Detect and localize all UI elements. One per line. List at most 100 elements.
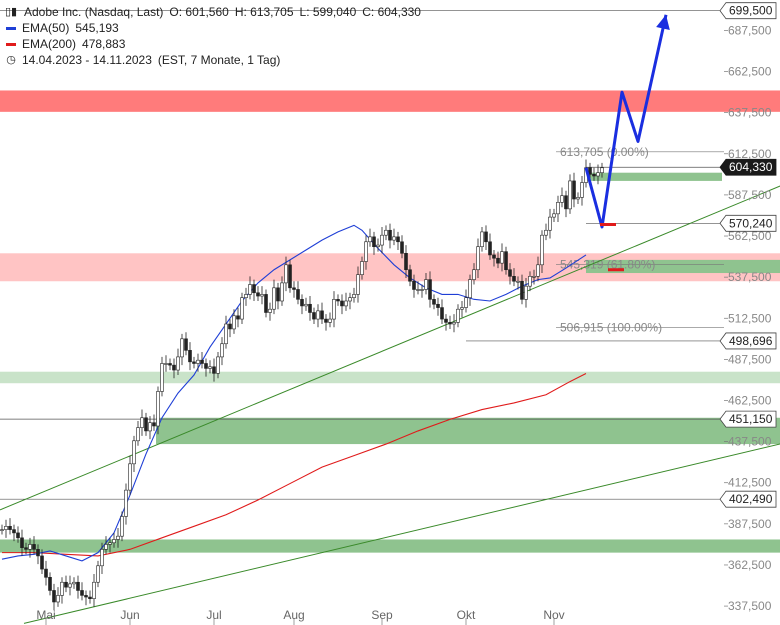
candle-body bbox=[24, 547, 28, 550]
candle bbox=[236, 307, 240, 328]
trendline-1 bbox=[23, 443, 780, 624]
candle bbox=[380, 226, 384, 254]
candle bbox=[200, 351, 204, 369]
fib-label-0: 613,705 (0.00%) bbox=[560, 145, 649, 159]
fib-label-1: 545,319 (61.80%) bbox=[560, 257, 655, 271]
candle-body bbox=[500, 251, 504, 264]
ema50-label: EMA(50) bbox=[22, 21, 70, 35]
candle-body bbox=[384, 229, 388, 236]
candle bbox=[76, 575, 80, 599]
candle-body bbox=[184, 338, 188, 351]
candle-body bbox=[136, 427, 140, 442]
candle bbox=[540, 230, 544, 274]
candle bbox=[392, 228, 396, 246]
candle-body bbox=[440, 307, 444, 320]
candle bbox=[256, 286, 260, 301]
candle-body bbox=[236, 315, 240, 320]
zone-support-5 bbox=[156, 417, 780, 445]
price-label-4: 451,150 bbox=[729, 412, 773, 426]
candle bbox=[248, 276, 252, 300]
candle bbox=[296, 281, 300, 305]
candle-body bbox=[460, 307, 464, 310]
candle bbox=[240, 292, 244, 325]
candle bbox=[164, 355, 168, 372]
candle bbox=[148, 416, 152, 440]
candle bbox=[460, 300, 464, 318]
candle bbox=[396, 231, 400, 250]
candle bbox=[432, 294, 436, 310]
x-tick-label: Aug bbox=[283, 608, 304, 622]
candle bbox=[304, 297, 308, 311]
candle bbox=[132, 435, 136, 473]
candle bbox=[28, 537, 32, 558]
candle-body bbox=[508, 269, 512, 277]
candle-body bbox=[204, 363, 208, 369]
candle bbox=[556, 195, 560, 223]
candle bbox=[232, 309, 236, 334]
candle-body bbox=[572, 180, 576, 200]
candle-body bbox=[148, 422, 152, 432]
candle bbox=[4, 519, 8, 538]
candle-body bbox=[592, 174, 596, 177]
price-label-2: 570,240 bbox=[729, 216, 773, 230]
candle-body bbox=[444, 318, 448, 323]
candle-body bbox=[220, 343, 224, 358]
candle-body bbox=[12, 529, 16, 534]
candle bbox=[44, 560, 48, 586]
candle bbox=[444, 314, 448, 331]
candle-body bbox=[252, 284, 256, 294]
legend-open: O: 601,560 bbox=[169, 5, 229, 19]
candle-body bbox=[88, 596, 92, 599]
candle-body bbox=[92, 581, 96, 599]
candle-body bbox=[524, 285, 528, 300]
candle-body bbox=[480, 231, 484, 248]
x-tick-label: Sep bbox=[371, 608, 393, 622]
candle-body bbox=[328, 318, 332, 323]
candle-body bbox=[40, 555, 44, 570]
zone-support-light-4 bbox=[0, 371, 780, 384]
candle bbox=[564, 190, 568, 218]
candle bbox=[408, 264, 412, 287]
candle bbox=[536, 256, 540, 282]
candle bbox=[512, 268, 516, 287]
candle-body bbox=[260, 294, 264, 297]
candle-body bbox=[520, 280, 524, 300]
fib-label-2: 506,915 (100.00%) bbox=[560, 320, 662, 334]
candle-body bbox=[84, 595, 88, 598]
candle-body bbox=[380, 234, 384, 246]
candle bbox=[280, 276, 284, 306]
candle bbox=[348, 292, 352, 310]
candle-body bbox=[400, 241, 404, 254]
candle bbox=[204, 358, 208, 377]
y-tick-label: 512,500 bbox=[728, 311, 772, 325]
candle-body bbox=[448, 322, 452, 325]
candle bbox=[176, 348, 180, 375]
candle-body bbox=[396, 236, 400, 243]
candle bbox=[388, 223, 392, 249]
price-label-box-0 bbox=[719, 2, 777, 20]
candle-body bbox=[284, 264, 288, 284]
candle-body bbox=[256, 292, 260, 297]
candle bbox=[528, 271, 532, 292]
candle bbox=[316, 304, 320, 328]
candle bbox=[568, 174, 572, 214]
candle bbox=[400, 235, 404, 259]
candle bbox=[452, 314, 456, 333]
candle bbox=[276, 282, 280, 310]
candle-body bbox=[412, 280, 416, 290]
candle bbox=[524, 277, 528, 308]
y-tick-label: 437,500 bbox=[728, 435, 772, 449]
candle bbox=[36, 544, 40, 565]
candle bbox=[376, 238, 380, 252]
candle bbox=[336, 294, 340, 306]
candle bbox=[268, 302, 272, 321]
candle-body bbox=[300, 299, 304, 307]
candle-body bbox=[0, 529, 4, 531]
candle-body bbox=[428, 279, 432, 300]
candle-body bbox=[296, 289, 300, 300]
candle-body bbox=[156, 391, 160, 427]
candle-body bbox=[560, 195, 564, 203]
candle-body bbox=[312, 312, 316, 320]
candle bbox=[492, 250, 496, 267]
x-tick-label: Jul bbox=[206, 608, 221, 622]
